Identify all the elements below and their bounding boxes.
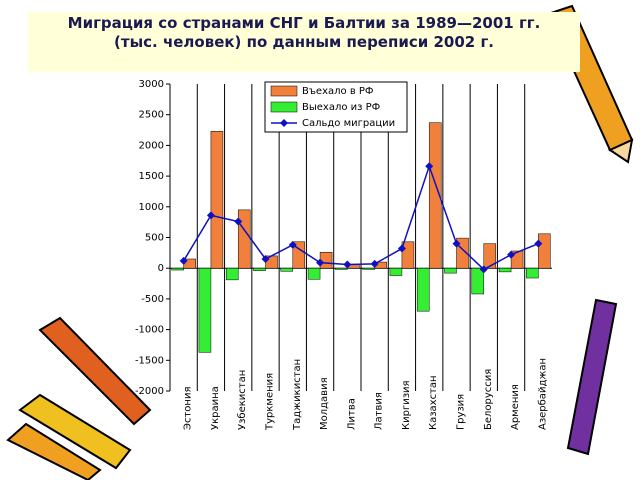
legend-marker [280, 119, 288, 127]
x-tick-label: Узбекистан [237, 370, 248, 430]
y-tick-label: 3000 [139, 79, 164, 90]
bar [280, 267, 294, 272]
y-tick-label: -1000 [135, 325, 164, 336]
x-tick-label: Литва [346, 398, 357, 430]
bar [237, 209, 251, 269]
bar [171, 267, 184, 271]
marker [425, 162, 434, 171]
bar [471, 267, 485, 295]
y-tick-label: -500 [141, 294, 164, 305]
marker [288, 240, 297, 249]
chart-title: Миграция со странами СНГ и Балтии за 198… [28, 12, 580, 72]
y-tick-label: 500 [145, 233, 164, 244]
bar [401, 241, 415, 269]
y-tick-label: 0 [158, 263, 164, 274]
bar [483, 243, 497, 269]
bar [292, 241, 306, 269]
bar [210, 131, 224, 269]
x-tick-label: Казахстан [428, 375, 439, 430]
bar [416, 267, 430, 312]
legend: Въехало в РФ Выехало из РФ Сальдо миграции [264, 81, 408, 133]
x-tick-label: Туркмения [265, 373, 276, 431]
pencil-decor [6, 4, 634, 480]
bar [428, 122, 442, 269]
marker [179, 256, 188, 265]
bar [335, 267, 348, 270]
x-tick-label: Эстония [183, 387, 194, 430]
marker [261, 254, 270, 263]
marker [479, 265, 488, 274]
marker [234, 217, 243, 226]
marker [507, 250, 516, 259]
bar [498, 267, 512, 273]
x-tick-label: Украина [210, 386, 221, 430]
bar [444, 267, 457, 274]
y-tick-label: -1500 [135, 355, 164, 366]
bar [526, 267, 539, 279]
marker [370, 259, 379, 268]
legend-label: Сальдо миграции [302, 118, 395, 129]
bar [253, 267, 266, 271]
x-tick-label: Азербайджан [537, 358, 548, 430]
marker [397, 244, 406, 253]
legend-swatch [270, 101, 298, 113]
bar [307, 267, 321, 280]
y-tick-label: 2000 [139, 140, 164, 151]
marker [534, 239, 543, 248]
bar [389, 267, 403, 276]
x-tick-label: Киргизия [401, 380, 412, 430]
x-tick-label: Армения [510, 384, 521, 430]
legend-swatch [270, 85, 298, 97]
bar [319, 251, 333, 269]
legend-label: Выехало из РФ [302, 102, 381, 113]
marker [343, 260, 352, 269]
x-tick-label: Грузия [456, 394, 467, 430]
x-tick-label: Таджикистан [292, 359, 303, 431]
bar [362, 267, 375, 270]
y-tick-label: 2500 [139, 110, 164, 121]
legend-label: Въехало в РФ [302, 86, 374, 97]
marker [316, 258, 325, 267]
bar [198, 267, 212, 353]
x-tick-label: Белоруссия [483, 369, 494, 430]
y-tick-label: 1500 [139, 171, 164, 182]
x-tick-label: Молдавия [319, 377, 330, 430]
marker [452, 239, 461, 248]
marker [206, 211, 215, 220]
y-tick-label: 1000 [139, 202, 164, 213]
y-tick-label: -2000 [135, 386, 164, 397]
bar [538, 233, 551, 269]
line [182, 163, 539, 271]
x-tick-label: Латвия [374, 392, 385, 430]
bar [225, 267, 239, 281]
